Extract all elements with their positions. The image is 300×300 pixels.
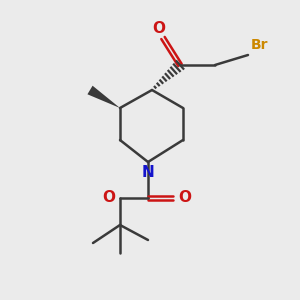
Text: O: O [178, 190, 191, 206]
Polygon shape [87, 86, 120, 108]
Text: N: N [142, 165, 154, 180]
Text: O: O [152, 21, 166, 36]
Text: Br: Br [251, 38, 268, 52]
Text: O: O [102, 190, 115, 206]
